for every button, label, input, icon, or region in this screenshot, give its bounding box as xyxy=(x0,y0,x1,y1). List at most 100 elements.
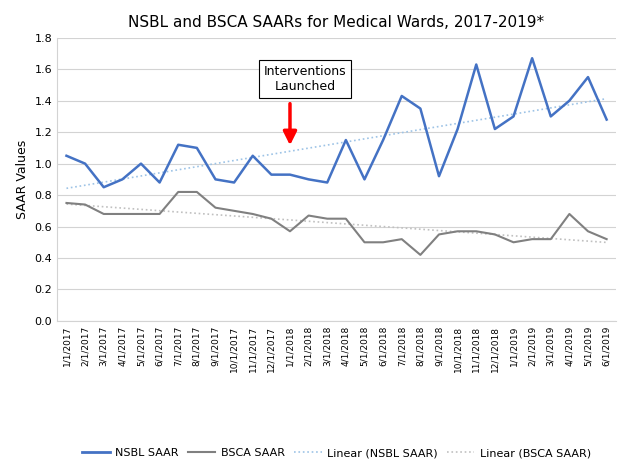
Linear (NSBL SAAR) xyxy=(137,173,145,179)
Linear (BSCA SAAR) xyxy=(398,225,406,231)
BSCA SAAR xyxy=(566,211,573,217)
Linear (NSBL SAAR) xyxy=(175,167,182,173)
BSCA SAAR xyxy=(175,189,182,195)
NSBL SAAR xyxy=(491,126,498,132)
Linear (BSCA SAAR) xyxy=(81,202,89,208)
NSBL SAAR xyxy=(603,117,610,122)
NSBL SAAR xyxy=(137,161,145,167)
NSBL SAAR xyxy=(175,142,182,148)
Linear (NSBL SAAR) xyxy=(305,145,312,151)
Linear (NSBL SAAR) xyxy=(267,152,275,157)
NSBL SAAR xyxy=(286,172,294,177)
BSCA SAAR xyxy=(454,228,462,234)
Linear (BSCA SAAR) xyxy=(323,220,331,226)
Linear (NSBL SAAR) xyxy=(342,139,350,145)
BSCA SAAR xyxy=(398,236,406,242)
NSBL SAAR xyxy=(323,180,331,185)
Linear (BSCA SAAR) xyxy=(175,209,182,215)
Linear (NSBL SAAR) xyxy=(156,170,163,176)
NSBL SAAR xyxy=(510,114,518,119)
Linear (NSBL SAAR) xyxy=(417,127,424,133)
NSBL SAAR xyxy=(435,173,443,179)
NSBL SAAR xyxy=(342,137,350,143)
BSCA SAAR xyxy=(267,216,275,221)
NSBL SAAR xyxy=(398,93,406,99)
BSCA SAAR xyxy=(417,252,424,258)
NSBL SAAR xyxy=(305,177,312,182)
Linear (BSCA SAAR) xyxy=(231,213,238,219)
NSBL SAAR xyxy=(231,180,238,185)
Line: Linear (NSBL SAAR): Linear (NSBL SAAR) xyxy=(67,99,606,188)
Linear (BSCA SAAR) xyxy=(119,205,126,211)
BSCA SAAR xyxy=(603,236,610,242)
NSBL SAAR xyxy=(249,153,257,159)
BSCA SAAR xyxy=(379,239,387,245)
BSCA SAAR xyxy=(100,211,107,217)
Linear (NSBL SAAR) xyxy=(81,182,89,188)
Linear (BSCA SAAR) xyxy=(193,211,201,216)
BSCA SAAR xyxy=(342,216,350,221)
Linear (NSBL SAAR) xyxy=(323,142,331,148)
NSBL SAAR xyxy=(379,137,387,143)
BSCA SAAR xyxy=(231,208,238,214)
Linear (NSBL SAAR) xyxy=(100,179,107,185)
NSBL SAAR xyxy=(119,177,126,182)
BSCA SAAR xyxy=(119,211,126,217)
NSBL SAAR xyxy=(81,161,89,167)
Linear (NSBL SAAR) xyxy=(510,111,518,117)
Linear (NSBL SAAR) xyxy=(491,114,498,120)
Y-axis label: SAAR Values: SAAR Values xyxy=(16,140,29,219)
BSCA SAAR xyxy=(547,236,554,242)
BSCA SAAR xyxy=(305,213,312,219)
Text: Interventions
Launched: Interventions Launched xyxy=(264,65,346,93)
Linear (NSBL SAAR) xyxy=(231,158,238,163)
Linear (NSBL SAAR) xyxy=(398,130,406,135)
Linear (BSCA SAAR) xyxy=(63,201,70,207)
Linear (BSCA SAAR) xyxy=(472,230,480,236)
Linear (NSBL SAAR) xyxy=(249,154,257,160)
BSCA SAAR xyxy=(323,216,331,221)
BSCA SAAR xyxy=(510,239,518,245)
Linear (NSBL SAAR) xyxy=(193,164,201,169)
Linear (NSBL SAAR) xyxy=(211,161,219,167)
BSCA SAAR xyxy=(63,200,70,206)
Line: BSCA SAAR: BSCA SAAR xyxy=(67,192,606,255)
Linear (BSCA SAAR) xyxy=(305,219,312,224)
Linear (BSCA SAAR) xyxy=(417,227,424,232)
Linear (BSCA SAAR) xyxy=(156,208,163,213)
NSBL SAAR xyxy=(267,172,275,177)
NSBL SAAR xyxy=(528,55,536,61)
Linear (NSBL SAAR) xyxy=(472,118,480,123)
Linear (BSCA SAAR) xyxy=(361,222,368,228)
Linear (BSCA SAAR) xyxy=(267,216,275,221)
NSBL SAAR xyxy=(193,145,201,151)
Linear (NSBL SAAR) xyxy=(379,133,387,139)
NSBL SAAR xyxy=(361,177,368,182)
BSCA SAAR xyxy=(491,232,498,237)
BSCA SAAR xyxy=(81,202,89,207)
Linear (BSCA SAAR) xyxy=(566,237,573,243)
BSCA SAAR xyxy=(361,239,368,245)
Line: Linear (BSCA SAAR): Linear (BSCA SAAR) xyxy=(67,204,606,243)
BSCA SAAR xyxy=(249,211,257,217)
Linear (NSBL SAAR) xyxy=(63,185,70,191)
Linear (BSCA SAAR) xyxy=(100,204,107,210)
Linear (NSBL SAAR) xyxy=(528,108,536,114)
Linear (BSCA SAAR) xyxy=(211,212,219,218)
Linear (NSBL SAAR) xyxy=(547,105,554,111)
BSCA SAAR xyxy=(193,189,201,195)
NSBL SAAR xyxy=(100,185,107,190)
Linear (NSBL SAAR) xyxy=(603,96,610,101)
Linear (NSBL SAAR) xyxy=(119,176,126,182)
BSCA SAAR xyxy=(156,211,163,217)
NSBL SAAR xyxy=(454,126,462,132)
Legend: NSBL SAAR, BSCA SAAR, Linear (NSBL SAAR), Linear (BSCA SAAR): NSBL SAAR, BSCA SAAR, Linear (NSBL SAAR)… xyxy=(77,444,596,463)
Linear (NSBL SAAR) xyxy=(361,136,368,142)
Line: NSBL SAAR: NSBL SAAR xyxy=(67,58,606,187)
BSCA SAAR xyxy=(584,228,592,234)
Title: NSBL and BSCA SAARs for Medical Wards, 2017-2019*: NSBL and BSCA SAARs for Medical Wards, 2… xyxy=(128,15,545,30)
Linear (NSBL SAAR) xyxy=(286,148,294,154)
Linear (BSCA SAAR) xyxy=(528,234,536,240)
NSBL SAAR xyxy=(211,177,219,182)
BSCA SAAR xyxy=(211,205,219,211)
